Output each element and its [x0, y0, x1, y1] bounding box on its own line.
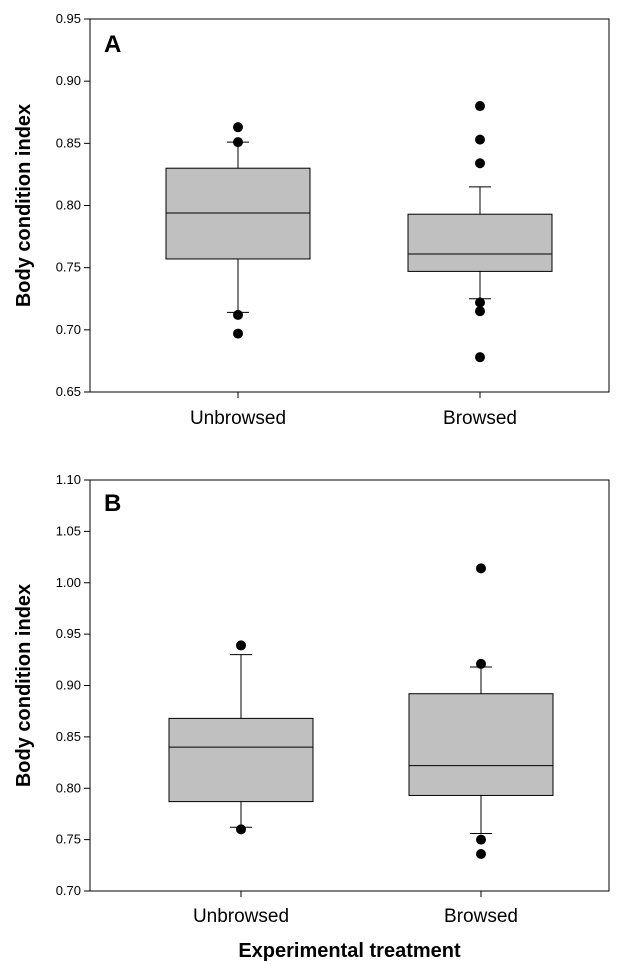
outlier-point	[233, 122, 243, 133]
y-tick-label: 0.90	[56, 73, 81, 88]
y-tick-label: 0.85	[56, 135, 81, 150]
y-axis-title: Body condition index	[13, 584, 35, 787]
y-tick-label: 0.80	[56, 780, 81, 795]
outlier-point	[476, 834, 486, 845]
panel-label: B	[104, 490, 121, 517]
outlier-point	[476, 849, 486, 860]
outlier-point	[233, 137, 243, 148]
y-tick-label: 0.90	[56, 678, 81, 693]
x-category-label: Browsed	[443, 408, 517, 429]
y-tick-label: 1.05	[56, 523, 81, 538]
y-tick-label: 0.95	[56, 11, 81, 26]
outlier-point	[236, 640, 246, 651]
x-category-label: Unbrowsed	[193, 906, 289, 927]
y-tick-label: 0.75	[56, 260, 81, 275]
outlier-point	[476, 563, 486, 574]
y-tick-label: 0.85	[56, 729, 81, 744]
outlier-point	[475, 306, 485, 317]
outlier-point	[475, 101, 485, 112]
y-tick-label: 0.80	[56, 198, 81, 213]
panel-label: A	[104, 31, 121, 58]
y-tick-label: 0.75	[56, 832, 81, 847]
x-category-label: Unbrowsed	[190, 408, 286, 429]
outlier-point	[233, 328, 243, 339]
y-tick-label: 0.70	[56, 883, 81, 898]
box-unbrowsed	[168, 717, 314, 803]
y-tick-label: 0.65	[56, 384, 81, 399]
outlier-point	[476, 658, 486, 669]
outlier-point	[475, 297, 485, 308]
y-tick-label: 0.95	[56, 626, 81, 641]
outlier-point	[233, 309, 243, 320]
box-unbrowsed	[165, 167, 311, 260]
outlier-point	[475, 158, 485, 169]
x-axis-title: Experimental treatment	[238, 940, 461, 962]
box-browsed	[407, 213, 553, 272]
y-tick-label: 1.10	[56, 472, 81, 487]
outlier-point	[475, 352, 485, 363]
y-tick-label: 0.70	[56, 322, 81, 337]
outlier-point	[236, 824, 246, 835]
box-browsed	[408, 693, 554, 796]
outlier-point	[475, 134, 485, 145]
x-category-label: Browsed	[444, 906, 518, 927]
y-tick-label: 1.00	[56, 575, 81, 590]
plot-frame-B	[89, 479, 610, 892]
y-axis-title: Body condition index	[13, 104, 35, 307]
